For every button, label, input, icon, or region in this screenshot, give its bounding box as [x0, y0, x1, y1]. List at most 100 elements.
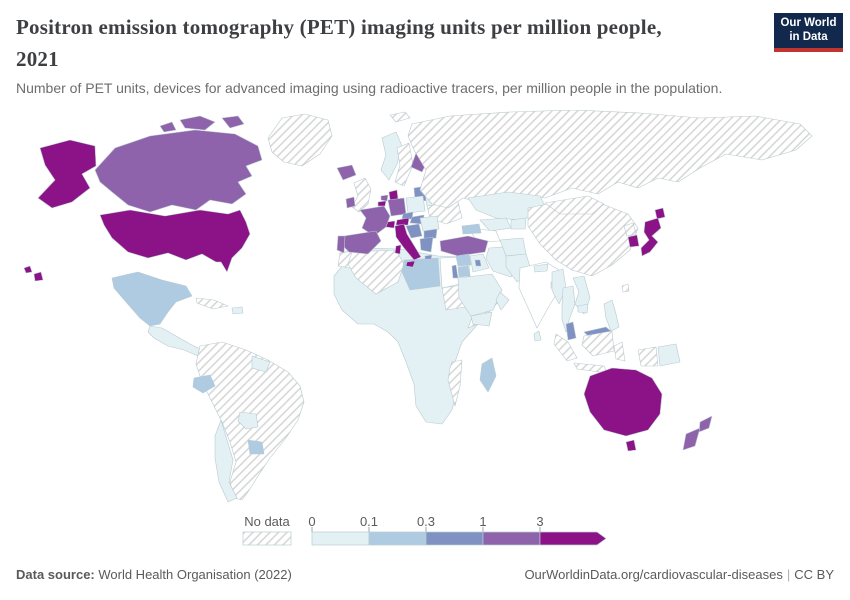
country-italy-sardinia[interactable]: [394, 244, 402, 255]
country-russia[interactable]: [407, 110, 813, 209]
country-france[interactable]: [359, 205, 391, 237]
country-indonesia-papua[interactable]: [637, 346, 659, 367]
country-sri-lanka[interactable]: [533, 330, 542, 342]
country-belgium[interactable]: [377, 200, 387, 207]
country-greece-crete[interactable]: [424, 254, 433, 260]
legend-bin-3-swatch[interactable]: [482, 531, 541, 546]
country-malaysia[interactable]: [565, 321, 577, 341]
legend-bin-4-swatch-arrow[interactable]: [539, 531, 607, 546]
country-uruguay[interactable]: [247, 439, 265, 455]
country-united-states-hawaii[interactable]: [23, 265, 33, 274]
country-netherlands[interactable]: [380, 194, 389, 202]
country-indonesia-sulawesi[interactable]: [613, 341, 626, 362]
page-subtitle: Number of PET units, devices for advance…: [16, 80, 723, 96]
legend-bin-2-swatch[interactable]: [425, 531, 484, 546]
country-mexico[interactable]: [111, 271, 193, 327]
legend-tick-1: 1: [479, 514, 486, 529]
country-japan-hokkaido[interactable]: [654, 207, 666, 220]
country-yemen[interactable]: [470, 311, 493, 327]
title-line-1: Positron emission tomography (PET) imagi…: [16, 15, 662, 39]
country-jordan[interactable]: [457, 265, 471, 278]
country-iceland[interactable]: [336, 164, 357, 181]
country-ireland[interactable]: [345, 196, 356, 209]
owid-link[interactable]: OurWorldinData.org/cardiovascular-diseas…: [524, 567, 783, 582]
country-greenland[interactable]: [267, 113, 333, 167]
country-svalbard[interactable]: [389, 111, 411, 123]
country-germany[interactable]: [387, 197, 407, 217]
footer-datasource: Data source: World Health Organisation (…: [16, 567, 292, 582]
world-map: [0, 110, 850, 513]
legend-tick-3: 3: [536, 514, 543, 529]
country-saudi-arabia[interactable]: [457, 273, 503, 317]
country-india[interactable]: [518, 261, 563, 329]
country-austria[interactable]: [395, 217, 410, 226]
country-united-states-alaska[interactable]: [37, 139, 97, 209]
datasource-label: Data source:: [16, 567, 95, 582]
country-ecuador[interactable]: [192, 374, 216, 394]
country-dominican-republic[interactable]: [231, 306, 244, 315]
legend-tick-0: 0: [308, 514, 315, 529]
country-sweden[interactable]: [394, 142, 414, 187]
legend-bin-1-swatch[interactable]: [368, 531, 427, 546]
country-indonesia-sumatra[interactable]: [553, 333, 578, 362]
legend-no-data-label: No data: [244, 514, 290, 529]
country-canada-arctic-island-2[interactable]: [221, 115, 245, 129]
country-cuba[interactable]: [195, 297, 229, 310]
country-chile[interactable]: [214, 419, 238, 503]
country-italy-sicily[interactable]: [405, 260, 416, 268]
country-australia[interactable]: [583, 367, 663, 437]
country-guyana-suriname[interactable]: [251, 355, 271, 373]
legend-tick-0-3: 0.3: [417, 514, 435, 529]
country-paraguay[interactable]: [237, 411, 259, 430]
country-cambodia[interactable]: [577, 303, 589, 314]
country-canada-arctic-island-3[interactable]: [159, 121, 177, 133]
license-link[interactable]: CC BY: [794, 567, 834, 582]
country-nepal[interactable]: [533, 263, 549, 273]
country-mozambique[interactable]: [447, 359, 463, 407]
country-philippines[interactable]: [603, 299, 620, 332]
country-united-kingdom[interactable]: [351, 177, 372, 213]
country-indonesia-borneo[interactable]: [581, 330, 615, 357]
country-denmark[interactable]: [388, 189, 399, 201]
country-japan[interactable]: [640, 217, 662, 257]
country-madagascar[interactable]: [479, 357, 497, 393]
country-poland[interactable]: [405, 195, 426, 214]
country-kyrgyzstan-tajikistan[interactable]: [510, 217, 527, 230]
country-bulgaria[interactable]: [423, 228, 438, 240]
country-united-states[interactable]: [99, 209, 251, 273]
page-title: Positron emission tomography (PET) imagi…: [16, 12, 756, 75]
country-australia-tasmania[interactable]: [625, 439, 637, 452]
country-new-zealand-south[interactable]: [682, 427, 701, 451]
country-greece[interactable]: [419, 236, 434, 253]
country-norway[interactable]: [380, 131, 403, 181]
country-syria[interactable]: [455, 253, 472, 267]
datasource-value: World Health Organisation (2022): [94, 567, 292, 582]
country-portugal[interactable]: [336, 235, 346, 254]
country-kuwait[interactable]: [474, 259, 482, 267]
country-turkey[interactable]: [439, 235, 489, 257]
country-north-korea[interactable]: [623, 222, 637, 237]
country-croatia-balkans[interactable]: [405, 223, 423, 239]
footer: Data source: World Health Organisation (…: [16, 567, 834, 582]
country-canada-arctic-island-1[interactable]: [179, 115, 216, 131]
country-south-korea[interactable]: [627, 234, 640, 248]
country-mongolia[interactable]: [544, 195, 605, 215]
logo-line-2: in Data: [789, 30, 828, 43]
map-legend: No data 0 0.1 0.3 1 3: [242, 514, 607, 546]
country-papua-new-guinea[interactable]: [657, 343, 681, 367]
country-taiwan[interactable]: [621, 283, 630, 293]
title-line-2: 2021: [16, 46, 59, 71]
country-italy[interactable]: [394, 223, 422, 261]
country-canada[interactable]: [94, 129, 263, 213]
country-united-states-hawaii-2[interactable]: [33, 271, 44, 282]
country-oman[interactable]: [495, 291, 510, 311]
legend-bin-0-swatch[interactable]: [311, 531, 370, 546]
legend-no-data-swatch[interactable]: [242, 531, 292, 546]
owid-logo[interactable]: Our World in Data: [774, 13, 843, 52]
country-caucasus[interactable]: [461, 223, 482, 235]
footer-credits: OurWorldinData.org/cardiovascular-diseas…: [524, 567, 834, 582]
footer-separator: |: [786, 567, 791, 582]
legend-tick-0-1: 0.1: [360, 514, 378, 529]
logo-line-1: Our World: [780, 16, 837, 29]
country-romania[interactable]: [419, 215, 440, 232]
